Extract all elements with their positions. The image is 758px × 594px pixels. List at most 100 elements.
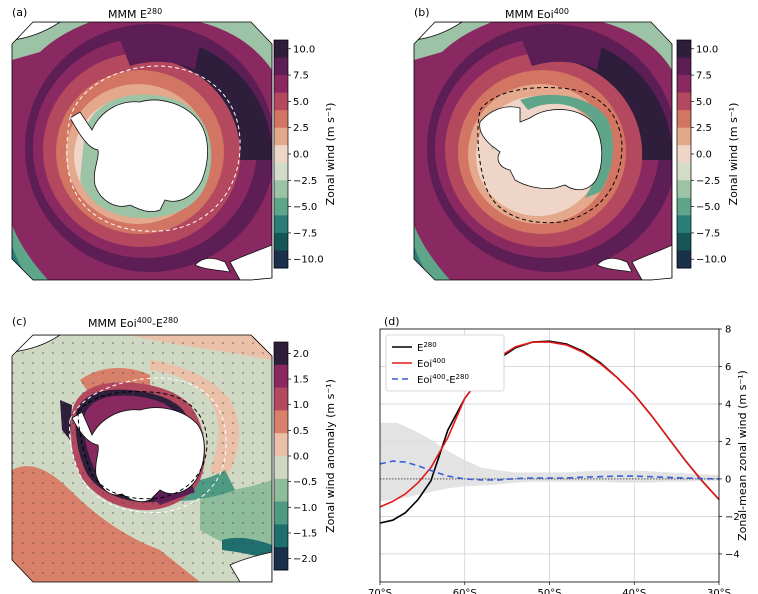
legend-label: Eoi400 — [417, 357, 446, 370]
colorbar-tick-label: 0.0 — [293, 452, 309, 463]
colorbar-label: Zonal wind (m s⁻¹) — [324, 103, 337, 206]
panel-d-letter: (d) — [384, 315, 400, 328]
colorbar-swatch — [677, 40, 691, 59]
colorbar-swatch — [274, 547, 288, 571]
colorbar-tick-label: −7.5 — [293, 228, 317, 239]
y-tick-label: 0 — [725, 474, 731, 485]
colorbar-swatch — [677, 127, 691, 146]
colorbar-tick-label: 2.5 — [293, 123, 309, 134]
colorbar-tick-label: 10.0 — [696, 44, 718, 55]
colorbar-tick-label: −5.0 — [293, 202, 317, 213]
colorbar-swatch — [274, 342, 288, 366]
y-tick-label: −4 — [725, 549, 740, 560]
map-b — [414, 22, 672, 280]
colorbar-swatch — [274, 433, 288, 457]
panel-c-letter: (c) — [12, 315, 27, 328]
colorbar-swatch — [274, 410, 288, 434]
y-tick-label: 8 — [725, 325, 731, 336]
panel-a-letter: (a) — [12, 6, 27, 19]
colorbar-b: 10.0 7.5 5.0 2.5 0.0 −2.5 −5.0 −7.5 −10.0 Zonal w… — [676, 39, 740, 269]
y-tick-label: −2 — [725, 512, 740, 523]
series-line-2 — [379, 460, 720, 481]
colorbar-c: 2.0 1.5 1.0 0.5 0.0 −0.5 −1.0 −1.5 −2.0 Zonal win… — [273, 341, 337, 571]
panel-a: (a) MMM E280 — [11, 6, 273, 281]
spread-band — [380, 422, 719, 502]
colorbar-tick-label: 5.0 — [696, 97, 712, 108]
colorbar-tick-label: 10.0 — [293, 44, 315, 55]
colorbar-tick-label: −7.5 — [696, 228, 720, 239]
panel-a-title: MMM E280 — [108, 7, 162, 21]
y-tick-label: 2 — [725, 437, 731, 448]
colorbar-swatch — [677, 145, 691, 164]
colorbar-tick-label: 1.0 — [293, 400, 309, 411]
map-a — [12, 22, 272, 280]
x-tick-label: 60°S — [453, 588, 477, 594]
colorbar-swatch — [677, 215, 691, 234]
colorbar-tick-label: 0.0 — [293, 150, 309, 161]
colorbar-swatch — [274, 232, 288, 251]
colorbar-swatch — [274, 110, 288, 129]
legend-label: Eoi400-E280 — [417, 373, 469, 386]
series-line-1 — [379, 341, 720, 508]
colorbar-tick-label: −5.0 — [696, 202, 720, 213]
colorbar-swatch — [274, 524, 288, 548]
colorbar-swatch — [677, 232, 691, 251]
colorbar-swatch — [274, 478, 288, 503]
panel-c: (c) MMM Eoi400-E280 — [11, 315, 273, 583]
colorbar-swatch — [677, 92, 691, 111]
colorbar-swatch — [274, 215, 288, 234]
colorbar-swatch — [274, 92, 288, 111]
colorbar-tick-label: −2.0 — [293, 554, 317, 565]
colorbar-tick-label: −1.0 — [293, 503, 317, 514]
colorbar-tick-label: 0.0 — [696, 150, 712, 161]
colorbar-swatch — [274, 127, 288, 146]
colorbar-swatch — [274, 456, 288, 480]
colorbar-tick-label: 0.5 — [293, 426, 309, 437]
x-tick-label: 70°S — [368, 588, 392, 594]
panel-b-title: MMM Eoi400 — [505, 7, 569, 21]
colorbar-swatch — [677, 75, 691, 94]
colorbar-swatch — [274, 57, 288, 76]
colorbar-swatch — [274, 180, 288, 199]
colorbar-swatch — [274, 197, 288, 216]
colorbar-label: Zonal wind (m s⁻¹) — [727, 103, 740, 206]
colorbar-tick-label: −2.5 — [293, 176, 317, 187]
panel-c-title: MMM Eoi400-E280 — [88, 316, 178, 330]
panel-b: (b) MMM Eoi400 — [413, 6, 673, 281]
colorbar-swatch — [274, 145, 288, 164]
panel-d: (d) 70°S 60°S 50°S 40°S 30°S −4 −2 0 2 4 6 8 Zonal-m… — [368, 315, 749, 594]
colorbar-tick-label: −0.5 — [293, 477, 317, 488]
colorbar-swatch — [274, 162, 288, 181]
colorbar-swatch — [274, 364, 288, 389]
colorbar-swatch — [274, 387, 288, 411]
colorbar-tick-label: −10.0 — [696, 255, 727, 266]
colorbar-tick-label: 7.5 — [696, 71, 712, 82]
x-tick-label: 40°S — [622, 588, 646, 594]
colorbar-tick-label: −10.0 — [293, 255, 324, 266]
colorbar-tick-label: 1.5 — [293, 375, 309, 386]
map-c — [12, 335, 272, 582]
y-axis-label: Zonal-mean zonal wind (m s⁻¹) — [736, 370, 749, 541]
colorbar-swatch — [274, 75, 288, 94]
line-chart: 70°S 60°S 50°S 40°S 30°S −4 −2 0 2 4 6 8 Zonal-mean … — [368, 325, 749, 594]
y-tick-label: 6 — [725, 362, 731, 373]
colorbar-tick-label: 7.5 — [293, 71, 309, 82]
colorbar-swatch — [677, 57, 691, 76]
legend-label: E280 — [417, 341, 437, 354]
colorbar-swatch — [274, 250, 288, 269]
colorbar-a: 10.0 7.5 5.0 2.5 0.0 −2.5 −5.0 −7.5 −10.0 Zonal w… — [273, 39, 337, 269]
colorbar-swatch — [677, 162, 691, 181]
colorbar-swatch — [274, 501, 288, 525]
panel-b-letter: (b) — [414, 6, 430, 19]
colorbar-swatch — [677, 180, 691, 199]
legend-box — [385, 334, 505, 392]
colorbar-swatch — [677, 250, 691, 269]
colorbar-tick-label: 2.0 — [293, 349, 309, 360]
colorbar-swatch — [677, 110, 691, 129]
colorbar-swatch — [274, 40, 288, 59]
x-tick-label: 50°S — [537, 588, 561, 594]
colorbar-tick-label: 2.5 — [696, 123, 712, 134]
colorbar-label: Zonal wind anomaly (m s⁻¹) — [324, 379, 337, 533]
y-tick-label: 4 — [725, 399, 731, 410]
